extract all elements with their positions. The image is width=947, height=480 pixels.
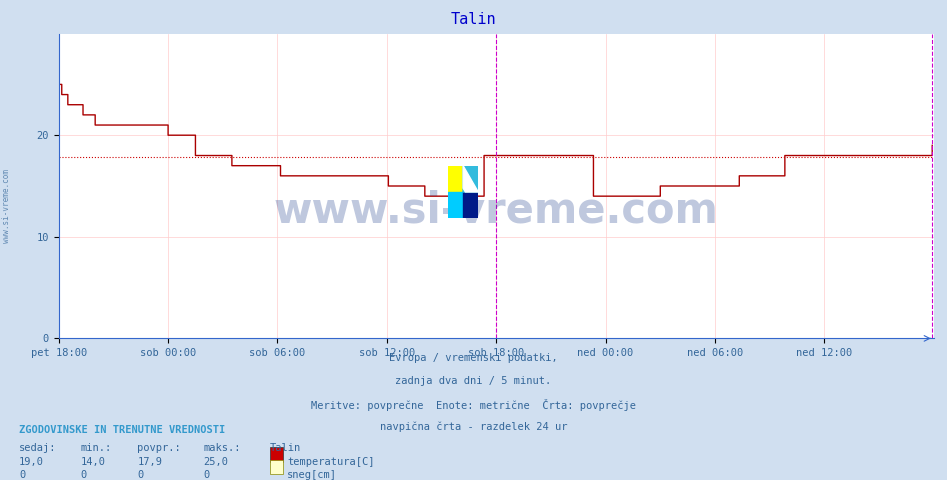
Text: www.si-vreme.com: www.si-vreme.com xyxy=(2,169,11,243)
Bar xyxy=(463,192,478,218)
Text: 25,0: 25,0 xyxy=(204,457,228,468)
Text: sedaj:: sedaj: xyxy=(19,443,57,453)
Text: 14,0: 14,0 xyxy=(80,457,105,468)
Text: 0: 0 xyxy=(19,470,26,480)
Bar xyxy=(448,192,463,218)
Text: www.si-vreme.com: www.si-vreme.com xyxy=(274,190,719,231)
Text: 19,0: 19,0 xyxy=(19,457,44,468)
Text: navpična črta - razdelek 24 ur: navpična črta - razdelek 24 ur xyxy=(380,422,567,432)
Text: Talin: Talin xyxy=(270,443,301,453)
Text: ZGODOVINSKE IN TRENUTNE VREDNOSTI: ZGODOVINSKE IN TRENUTNE VREDNOSTI xyxy=(19,425,225,435)
Text: 0: 0 xyxy=(80,470,87,480)
Text: sneg[cm]: sneg[cm] xyxy=(287,470,337,480)
Text: Meritve: povprečne  Enote: metrične  Črta: povprečje: Meritve: povprečne Enote: metrične Črta:… xyxy=(311,399,636,411)
Text: 17,9: 17,9 xyxy=(137,457,162,468)
Text: Talin: Talin xyxy=(451,12,496,27)
Text: min.:: min.: xyxy=(80,443,112,453)
Text: povpr.:: povpr.: xyxy=(137,443,181,453)
Bar xyxy=(448,166,463,192)
Polygon shape xyxy=(463,166,478,192)
Text: Evropa / vremenski podatki,: Evropa / vremenski podatki, xyxy=(389,353,558,363)
Text: temperatura[C]: temperatura[C] xyxy=(287,457,374,468)
Text: zadnja dva dni / 5 minut.: zadnja dva dni / 5 minut. xyxy=(396,376,551,386)
Text: 0: 0 xyxy=(137,470,144,480)
Text: 0: 0 xyxy=(204,470,210,480)
Polygon shape xyxy=(463,166,478,192)
Text: maks.:: maks.: xyxy=(204,443,241,453)
Polygon shape xyxy=(463,166,478,192)
